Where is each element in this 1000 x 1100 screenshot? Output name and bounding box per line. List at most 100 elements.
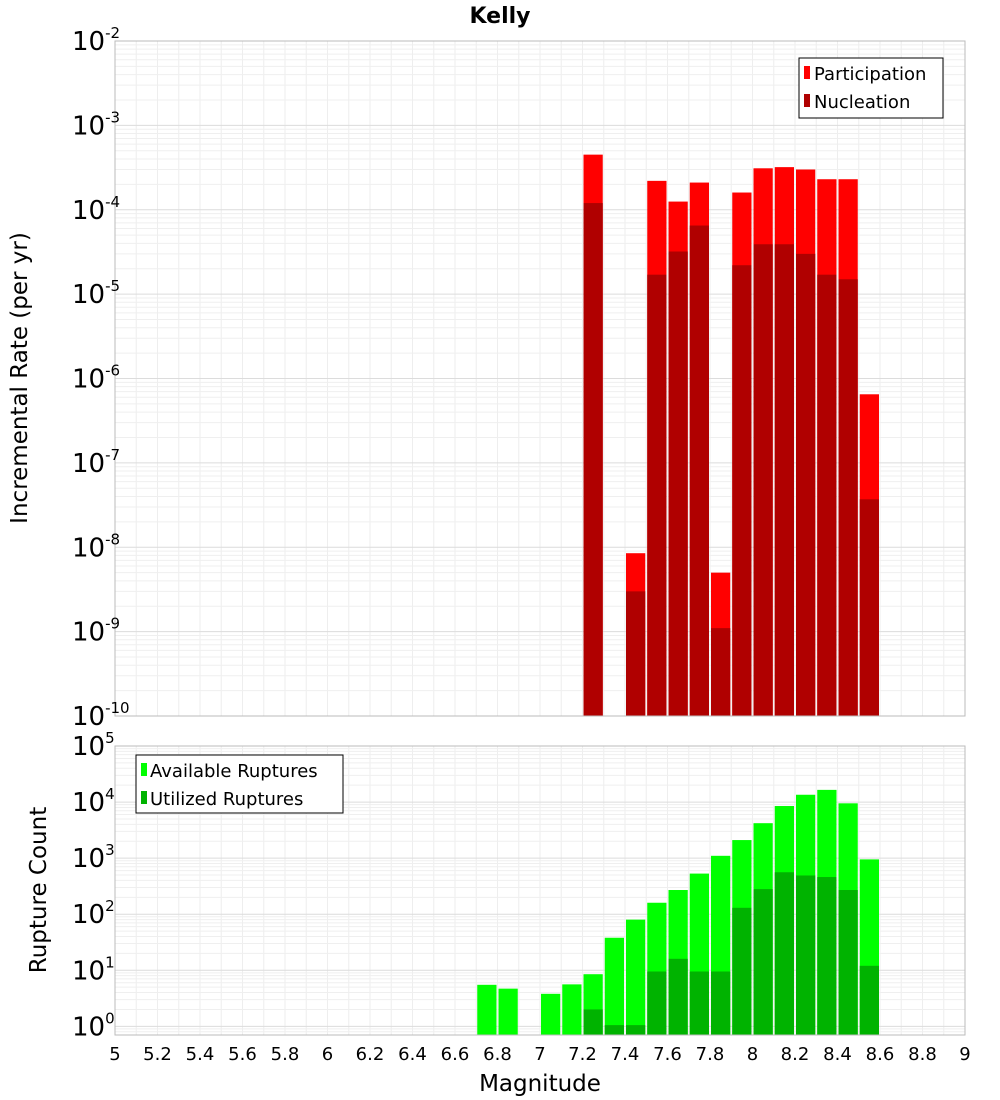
y-tick-base: 10 <box>72 732 105 762</box>
x-tick-label: 7.4 <box>611 1044 640 1065</box>
x-tick-label: 5.8 <box>271 1044 300 1065</box>
bottom-bars <box>477 789 879 1035</box>
y-tick-exponent: 0 <box>105 1009 115 1027</box>
y-tick-exponent: -7 <box>105 446 120 464</box>
chart-title: Kelly <box>469 4 530 29</box>
y-tick-exponent: -9 <box>105 615 120 633</box>
y-tick-label: 10-10 <box>72 699 130 732</box>
y-tick-base: 10 <box>72 533 105 563</box>
legend-label-participation: Participation <box>814 64 926 85</box>
y-tick-label: 103 <box>72 841 115 874</box>
y-tick-base: 10 <box>72 27 105 57</box>
bar-nucleation <box>859 499 879 716</box>
bar-utilized-ruptures <box>647 971 667 1035</box>
bottom-y-axis-title: Rupture Count <box>26 807 52 973</box>
x-tick-label: 7.8 <box>696 1044 725 1065</box>
legend-label-nucleation: Nucleation <box>814 92 910 113</box>
bar-utilized-ruptures <box>604 1025 624 1035</box>
x-tick-label: 8.8 <box>908 1044 937 1065</box>
bar-nucleation <box>817 274 837 716</box>
y-tick-label: 102 <box>72 897 115 930</box>
x-tick-label: 6.4 <box>398 1044 427 1065</box>
y-tick-label: 10-4 <box>72 193 120 226</box>
y-tick-base: 10 <box>72 365 105 395</box>
bar-utilized-ruptures <box>626 1025 646 1035</box>
legend-label-available: Available Ruptures <box>150 761 318 782</box>
bar-utilized-ruptures <box>817 877 837 1035</box>
y-tick-label: 10-6 <box>72 362 120 395</box>
x-tick-label: 6.8 <box>483 1044 512 1065</box>
top-plot-border <box>114 40 966 717</box>
x-tick-label: 7.2 <box>568 1044 597 1065</box>
y-tick-base: 10 <box>72 900 105 930</box>
y-tick-exponent: 4 <box>105 785 115 803</box>
bar-utilized-ruptures <box>838 890 858 1035</box>
legend-swatch-participation <box>804 66 810 79</box>
bar-nucleation <box>583 203 603 716</box>
bar-nucleation <box>647 274 667 716</box>
y-tick-exponent: -5 <box>105 277 120 295</box>
top-y-tick-labels: 10-210-310-410-510-610-710-810-910-10 <box>72 24 130 732</box>
y-tick-exponent: -4 <box>105 193 120 211</box>
bar-utilized-ruptures <box>732 907 752 1035</box>
x-tick-label: 6 <box>322 1044 333 1065</box>
y-tick-exponent: -10 <box>105 699 130 717</box>
y-tick-label: 10-5 <box>72 277 120 310</box>
x-tick-label: 8.6 <box>866 1044 895 1065</box>
bar-utilized-ruptures <box>859 965 879 1035</box>
top-legend[interactable]: Participation Nucleation <box>798 57 944 119</box>
y-tick-base: 10 <box>72 1012 105 1042</box>
x-tick-label: 5.4 <box>186 1044 215 1065</box>
y-tick-base: 10 <box>72 196 105 226</box>
x-tick-label: 6.2 <box>356 1044 385 1065</box>
x-tick-label: 5 <box>109 1044 120 1065</box>
bottom-plot-border <box>114 745 966 1036</box>
y-tick-exponent: 1 <box>105 953 115 971</box>
bar-nucleation <box>732 265 752 716</box>
bar-utilized-ruptures <box>774 872 794 1035</box>
y-tick-label: 10-2 <box>72 24 120 57</box>
y-tick-base: 10 <box>72 788 105 818</box>
legend-swatch-available <box>141 763 147 776</box>
bar-available-ruptures <box>541 993 561 1035</box>
bottom-legend-box <box>135 754 344 814</box>
y-tick-label: 101 <box>72 953 115 986</box>
y-tick-exponent: -8 <box>105 530 120 548</box>
y-tick-base: 10 <box>72 449 105 479</box>
bar-available-ruptures <box>498 988 518 1035</box>
bar-nucleation <box>796 253 816 716</box>
bar-nucleation <box>838 279 858 716</box>
bar-available-ruptures <box>604 937 624 1035</box>
y-tick-label: 10-3 <box>72 108 120 141</box>
bar-nucleation <box>626 591 646 716</box>
y-tick-label: 104 <box>72 785 115 818</box>
x-tick-label: 8 <box>747 1044 758 1065</box>
x-tick-label: 6.6 <box>441 1044 470 1065</box>
bar-available-ruptures <box>477 984 497 1035</box>
bar-nucleation <box>689 225 709 716</box>
y-tick-base: 10 <box>72 956 105 986</box>
top-legend-box <box>798 57 944 119</box>
bar-nucleation <box>774 244 794 717</box>
y-tick-exponent: 3 <box>105 841 115 859</box>
y-tick-label: 105 <box>72 729 115 762</box>
x-tick-label: 5.2 <box>143 1044 172 1065</box>
top-bars <box>583 154 879 717</box>
y-tick-label: 10-7 <box>72 446 120 479</box>
y-tick-label: 10-9 <box>72 615 120 648</box>
bar-available-ruptures <box>562 984 582 1035</box>
bar-utilized-ruptures <box>583 1009 603 1035</box>
top-gridlines <box>114 40 966 717</box>
y-tick-exponent: 5 <box>105 729 115 747</box>
legend-swatch-utilized <box>141 791 147 804</box>
y-tick-base: 10 <box>72 111 105 141</box>
x-tick-label: 8.4 <box>823 1044 852 1065</box>
y-tick-exponent: -6 <box>105 362 120 380</box>
y-tick-exponent: -2 <box>105 24 120 42</box>
bottom-legend[interactable]: Available Ruptures Utilized Ruptures <box>135 754 344 814</box>
bar-nucleation <box>711 628 731 716</box>
bar-nucleation <box>668 251 688 716</box>
y-tick-base: 10 <box>72 280 105 310</box>
